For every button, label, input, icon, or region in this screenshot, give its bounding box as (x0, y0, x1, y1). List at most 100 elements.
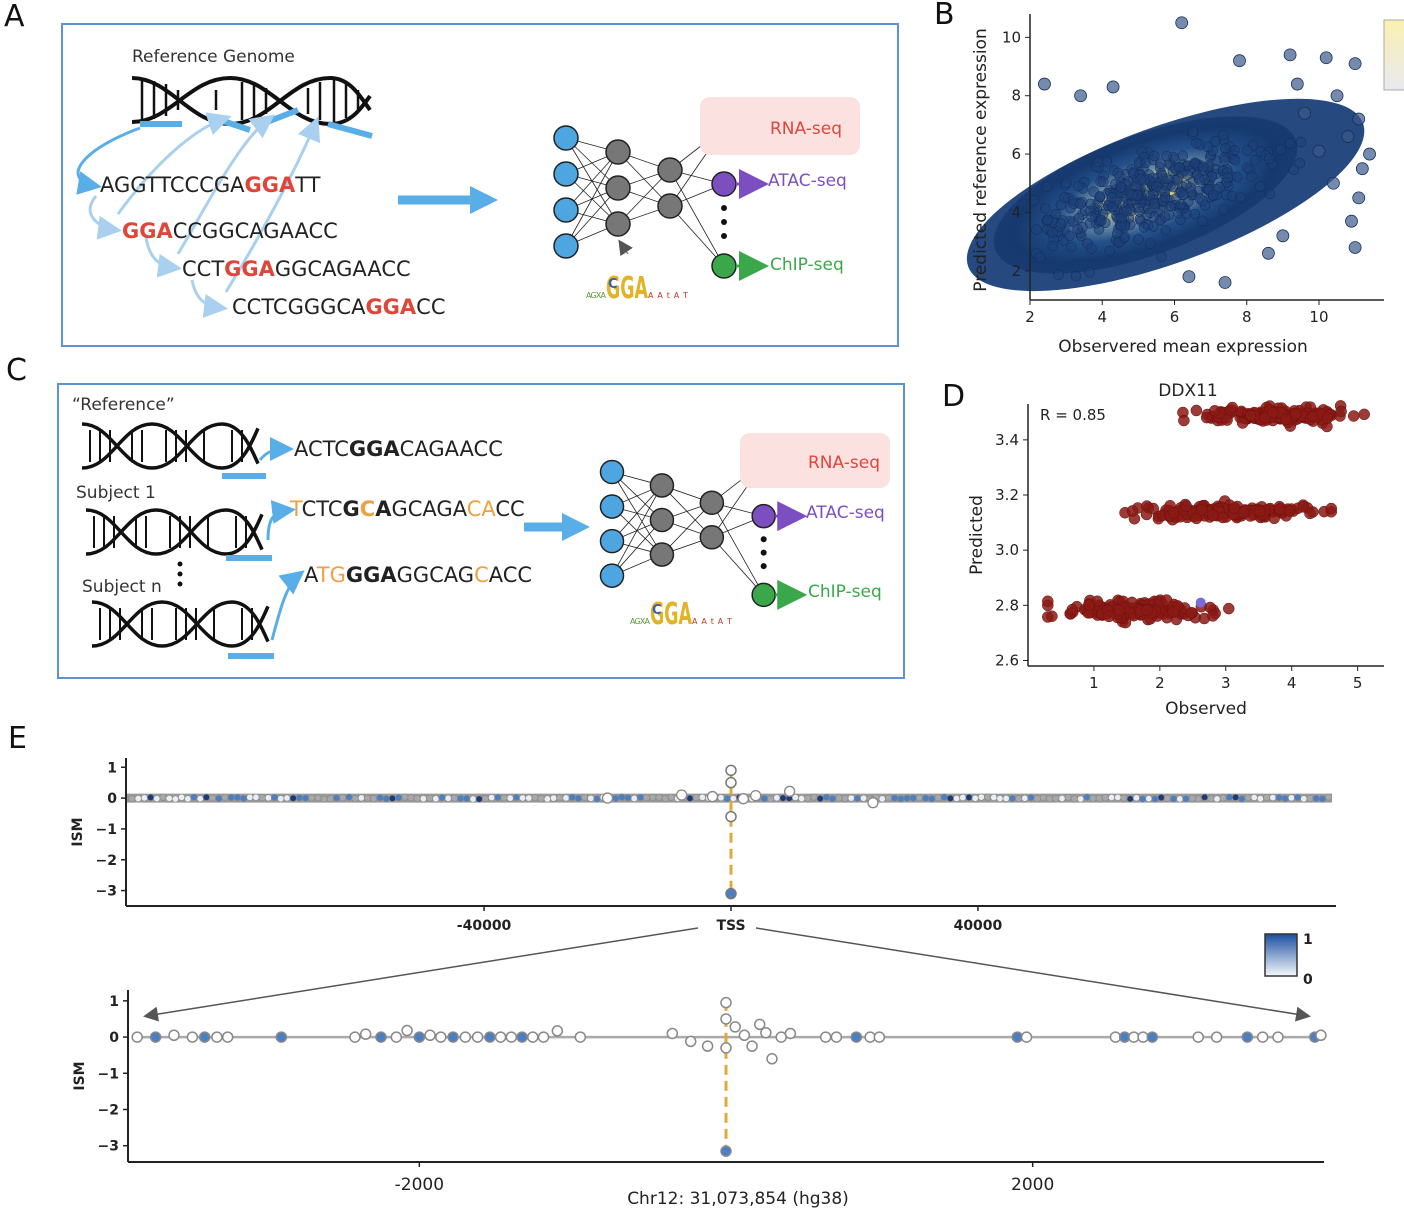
ism-point (630, 794, 638, 802)
ism-point (202, 793, 210, 801)
ism-point (684, 1035, 697, 1048)
ism-point (1170, 795, 1178, 803)
input-node (553, 233, 579, 259)
ism-point (760, 1026, 772, 1039)
ism-point (686, 794, 694, 802)
ism-point (506, 794, 514, 802)
ism-point (233, 794, 241, 802)
ism-point (390, 1031, 403, 1043)
scatter-point (1160, 594, 1173, 606)
output-rna-a: RNA-seq (770, 119, 842, 139)
scatter-point (1084, 267, 1095, 278)
hidden-node (605, 211, 631, 237)
ism-point (512, 793, 520, 801)
ism-point (314, 794, 322, 802)
ism-point (593, 795, 601, 803)
scatter-point (1209, 405, 1221, 417)
ism-point (1101, 794, 1109, 802)
x-tick-label: 1 (1089, 674, 1099, 692)
ism-point (1015, 795, 1023, 803)
ism-point (1232, 793, 1240, 801)
helix-strand (85, 508, 264, 556)
scatter-point (1295, 136, 1307, 148)
rna-highlight-box-c (740, 433, 890, 488)
ism-point (537, 1031, 550, 1043)
ism-point (1263, 793, 1271, 801)
y-tick-label: 10 (1002, 28, 1021, 46)
ism-point (438, 794, 446, 802)
svg-text:GGA: GGA (606, 271, 648, 306)
output-chip-a: ChIP-seq (770, 255, 844, 275)
ism-point (519, 794, 527, 802)
ism-point (488, 794, 496, 802)
reference-genome-title: Reference Genome (132, 47, 295, 67)
ism-point (1210, 1031, 1223, 1043)
ism-point (184, 795, 192, 803)
scatter-point (1231, 171, 1243, 183)
ism-point (1188, 794, 1196, 802)
ism-point (171, 795, 179, 803)
scatter-point (1133, 234, 1144, 245)
ism-point (1225, 793, 1233, 801)
ism-point (1213, 795, 1221, 803)
colorbar-max-label: 1 (1303, 932, 1313, 948)
ism-point (1126, 795, 1134, 803)
ism-point (424, 1029, 436, 1042)
ism-point (1120, 794, 1128, 802)
x-tick-label: 8 (1242, 308, 1252, 326)
scatter-point (1104, 245, 1116, 257)
ism-point (1318, 795, 1326, 803)
ism-point (376, 794, 384, 802)
ism-point (996, 795, 1004, 803)
panel-d-chart: 1 2 3 4 5 2.6 2.8 3.0 3.2 3.4 DDX11 R = 0.85 Observe… (967, 381, 1384, 719)
ism-point (388, 794, 396, 802)
ism-point (750, 789, 762, 802)
input-node (599, 563, 625, 588)
y-tick-label: −2 (96, 853, 117, 869)
ism-point (190, 793, 198, 801)
scatter-point (1249, 154, 1261, 166)
seq-c-subjectn: ATGGGAGGCAGCACC (304, 563, 532, 587)
x-tick-label: 2000 (1011, 1175, 1054, 1195)
ism-point (1250, 793, 1258, 801)
ism-point (760, 795, 768, 803)
ism-point (636, 793, 644, 801)
scatter-point (1112, 228, 1123, 239)
scatter-point (1070, 270, 1082, 282)
scatter-point (1103, 610, 1115, 623)
svg-text:AGXA: AGXA (586, 291, 607, 300)
scatter-point (1341, 130, 1355, 143)
ism-point (1145, 795, 1153, 803)
scatter-point (1220, 143, 1231, 154)
y-tick-label: 2.8 (995, 596, 1019, 614)
scatter-point (1180, 208, 1192, 220)
ism-point (308, 794, 316, 802)
ism-point (1287, 794, 1295, 802)
scatter-point (1148, 198, 1160, 209)
scatter-point (1094, 191, 1106, 202)
ism-point (1020, 1031, 1033, 1043)
scatter-point (1255, 181, 1266, 192)
ism-point (525, 794, 533, 802)
ism-point (370, 794, 378, 802)
ism-point (822, 793, 830, 801)
tss-point (725, 887, 737, 900)
zoom-arrows (143, 927, 1311, 1022)
svg-text:AGXA: AGXA (630, 617, 651, 626)
ism-point (264, 794, 272, 802)
ism-point (915, 794, 923, 802)
ism-point (643, 794, 651, 802)
scatter-point (1167, 507, 1180, 519)
scatter-point (1053, 269, 1064, 281)
scatter-point (1074, 89, 1087, 103)
ism-point (147, 793, 155, 801)
scatter-point (1073, 180, 1084, 192)
scatter-point (1189, 157, 1201, 169)
scatter-point (1348, 57, 1362, 71)
ism-point (359, 1028, 372, 1040)
tss-point (725, 810, 737, 823)
scatter-point (1187, 126, 1199, 137)
scatter-point (1262, 246, 1275, 260)
ism-point (601, 792, 614, 804)
